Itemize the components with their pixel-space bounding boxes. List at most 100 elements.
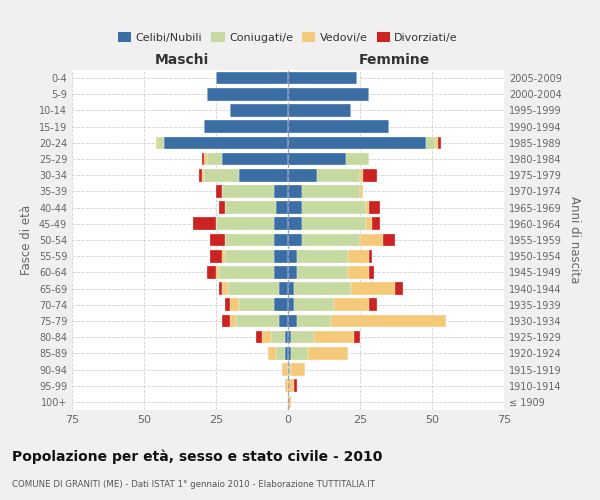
Bar — [155, 136, 158, 149]
Bar — [280, 314, 288, 328]
Bar — [334, 298, 368, 311]
Bar — [277, 347, 285, 360]
Bar — [288, 136, 426, 149]
Bar — [288, 202, 302, 214]
Bar — [288, 266, 296, 278]
Bar — [239, 169, 288, 181]
Bar — [426, 136, 435, 149]
Bar — [164, 136, 288, 149]
Bar — [193, 218, 216, 230]
Text: Femmine: Femmine — [359, 53, 430, 67]
Bar — [368, 298, 377, 311]
Text: Maschi: Maschi — [154, 53, 209, 67]
Bar — [331, 314, 446, 328]
Bar — [216, 218, 274, 230]
Bar — [274, 298, 288, 311]
Bar — [210, 234, 224, 246]
Bar — [210, 250, 222, 262]
Bar — [224, 298, 230, 311]
Bar — [366, 218, 371, 230]
Bar — [294, 298, 334, 311]
Bar — [205, 169, 239, 181]
Bar — [268, 347, 277, 360]
Bar — [296, 266, 349, 278]
Bar — [208, 152, 222, 166]
Bar — [274, 234, 288, 246]
Bar — [438, 136, 440, 149]
Bar — [202, 152, 205, 166]
Bar — [288, 298, 294, 311]
Bar — [199, 169, 202, 181]
Bar — [308, 347, 349, 360]
Bar — [219, 266, 274, 278]
Bar — [208, 266, 216, 278]
Bar — [363, 169, 377, 181]
Bar — [288, 234, 302, 246]
Bar — [277, 202, 288, 214]
Bar — [239, 298, 274, 311]
Bar — [230, 314, 236, 328]
Bar — [302, 185, 360, 198]
Bar — [291, 331, 314, 344]
Bar — [222, 250, 224, 262]
Bar — [317, 169, 360, 181]
Bar — [285, 347, 288, 360]
Bar — [222, 314, 230, 328]
Bar — [222, 282, 227, 295]
Bar — [288, 72, 357, 85]
Bar — [274, 250, 288, 262]
Bar — [205, 120, 288, 133]
Bar — [349, 266, 368, 278]
Bar — [368, 202, 380, 214]
Bar — [368, 266, 374, 278]
Bar — [346, 152, 368, 166]
Bar — [236, 314, 280, 328]
Bar — [288, 314, 296, 328]
Bar — [227, 282, 280, 295]
Y-axis label: Fasce di età: Fasce di età — [20, 205, 33, 275]
Bar — [288, 104, 352, 117]
Bar — [224, 234, 274, 246]
Bar — [302, 202, 366, 214]
Bar — [219, 282, 222, 295]
Bar — [288, 282, 294, 295]
Bar — [288, 152, 346, 166]
Bar — [224, 202, 277, 214]
Bar — [256, 331, 262, 344]
Bar — [219, 202, 224, 214]
Bar — [205, 152, 208, 166]
Bar — [383, 234, 395, 246]
Bar — [202, 169, 205, 181]
Bar — [288, 88, 368, 101]
Bar — [262, 331, 271, 344]
Bar — [288, 250, 296, 262]
Bar — [224, 250, 274, 262]
Bar — [274, 185, 288, 198]
Bar — [314, 331, 354, 344]
Bar — [288, 380, 294, 392]
Bar — [354, 331, 360, 344]
Bar — [360, 169, 363, 181]
Bar — [222, 185, 274, 198]
Bar — [222, 152, 288, 166]
Bar — [216, 266, 219, 278]
Text: COMUNE DI GRANITI (ME) - Dati ISTAT 1° gennaio 2010 - Elaborazione TUTTITALIA.IT: COMUNE DI GRANITI (ME) - Dati ISTAT 1° g… — [12, 480, 375, 489]
Bar — [288, 169, 317, 181]
Bar — [302, 234, 360, 246]
Bar — [291, 347, 308, 360]
Bar — [291, 363, 305, 376]
Bar — [216, 185, 222, 198]
Bar — [280, 282, 288, 295]
Bar — [296, 314, 331, 328]
Bar — [288, 363, 291, 376]
Bar — [230, 104, 288, 117]
Bar — [352, 282, 395, 295]
Bar — [216, 72, 288, 85]
Bar — [288, 396, 291, 408]
Bar — [288, 185, 302, 198]
Bar — [395, 282, 403, 295]
Bar — [296, 250, 349, 262]
Bar — [274, 218, 288, 230]
Bar — [288, 347, 291, 360]
Bar — [208, 88, 288, 101]
